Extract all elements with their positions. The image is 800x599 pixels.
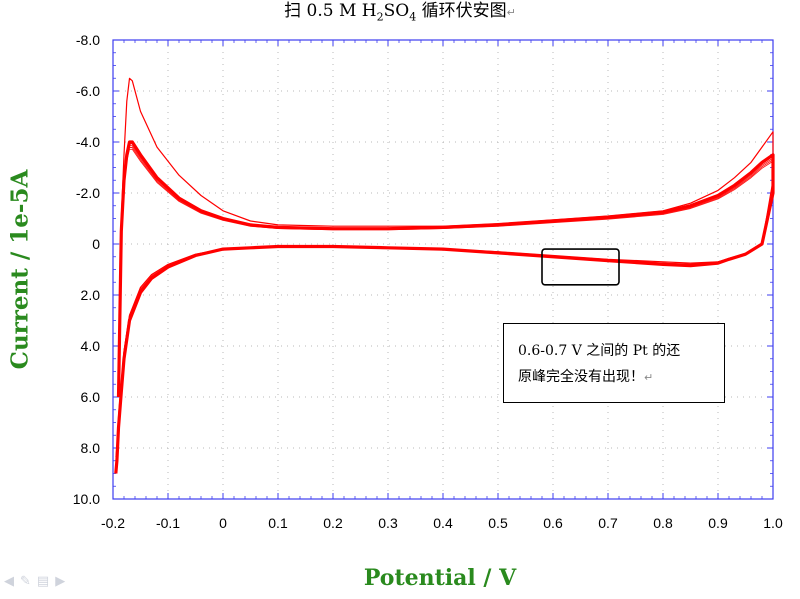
y-tick-label: 6.0 [81, 389, 101, 405]
cv-cycle [115, 145, 774, 466]
menu-icon[interactable]: ▤ [36, 574, 56, 589]
cv-cycle [115, 147, 774, 462]
x-tick-label: -0.2 [101, 515, 125, 531]
y-tick-label: 8.0 [81, 440, 101, 456]
cv-cycle [115, 148, 774, 458]
highlight-box [541, 248, 620, 286]
x-tick-label: 0.4 [433, 515, 453, 531]
x-tick-label: 0.5 [488, 515, 508, 531]
x-tick-label: 0.2 [323, 515, 343, 531]
y-tick-label: 4.0 [81, 338, 101, 354]
x-tick-label: -0.1 [156, 515, 180, 531]
x-tick-label: 0.6 [543, 515, 563, 531]
cv-curve [114, 140, 775, 474]
x-tick-label: 0 [219, 515, 227, 531]
x-tick-label: 0.7 [598, 515, 618, 531]
y-tick-label: 0 [92, 236, 100, 252]
annotation-line-1: 0.6-0.7 V 之间的 Pt 的还 [518, 343, 681, 359]
y-axis-label: Current / 1e-5A [6, 169, 34, 370]
y-tick-label: -4.0 [76, 134, 100, 150]
pen-icon[interactable]: ✎ [20, 574, 37, 589]
forward-arrow-icon[interactable]: ▶ [55, 574, 72, 589]
x-tick-label: 0.9 [708, 515, 728, 531]
x-tick-label: 0.3 [378, 515, 398, 531]
x-tick-label: 0.8 [653, 515, 673, 531]
x-tick-label: 0.1 [268, 515, 288, 531]
slide-nav: ◀✎▤▶ [4, 574, 71, 589]
x-tick-label: 1.0 [763, 515, 783, 531]
y-tick-label: -8.0 [76, 32, 100, 48]
annotation-line-2: 原峰完全没有出现！ [518, 369, 644, 385]
x-axis-label: Potential / V [363, 565, 517, 591]
y-tick-label: 2.0 [81, 287, 101, 303]
annotation-box: 0.6-0.7 V 之间的 Pt 的还 原峰完全没有出现！↵ [503, 323, 725, 403]
back-arrow-icon[interactable]: ◀ [4, 574, 20, 589]
y-tick-label: 10.0 [73, 491, 100, 507]
cv-curve [115, 77, 774, 474]
y-tick-label: -2.0 [76, 185, 100, 201]
chart-title: 扫 0.5 M H2SO4 循环伏安图↵ [284, 1, 516, 24]
cv-cycle [115, 143, 774, 470]
y-tick-label: -6.0 [76, 83, 100, 99]
